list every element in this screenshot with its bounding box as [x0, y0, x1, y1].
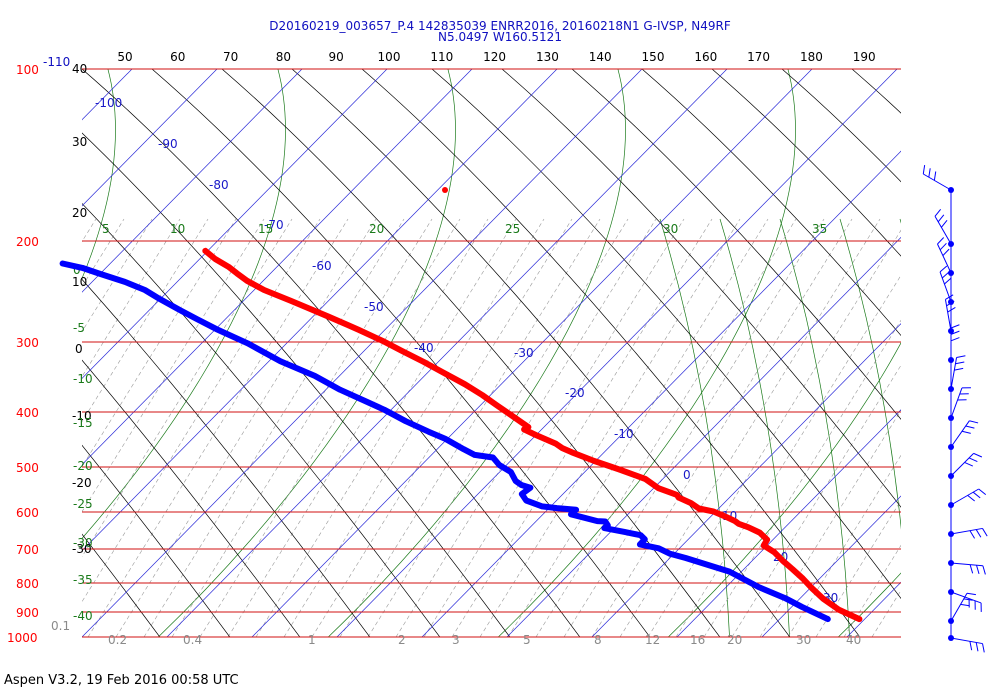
pressure-tick-label: 900: [16, 606, 39, 620]
wind-barb-staff: [950, 593, 968, 622]
theta-label: -5: [73, 321, 85, 335]
wind-barb-staff: [950, 637, 983, 645]
chart-title-line1: D20160219_003657_P.4 142835039 ENRR2016,…: [269, 19, 731, 33]
top-axis-tick-label: 70: [223, 50, 238, 64]
wind-barb-staff: [950, 453, 974, 477]
height-label: 0: [75, 342, 83, 356]
grid-lines: [82, 69, 901, 637]
theta-label: -15: [73, 416, 93, 430]
theta-label: -35: [73, 573, 93, 587]
pressure-tick-label: 500: [16, 461, 39, 475]
height-label: -10: [72, 409, 92, 423]
top-axis-tick-label: 80: [276, 50, 291, 64]
footer-timestamp: Aspen V3.2, 19 Feb 2016 00:58 UTC: [4, 673, 239, 688]
theta-label: -25: [73, 497, 93, 511]
mixing-ratio-label: 0.2: [108, 633, 127, 647]
top-axis-tick-label: 60: [170, 50, 185, 64]
theta-label: -30: [73, 536, 93, 550]
mixing-ratio-label: 40: [846, 633, 861, 647]
height-label: 20: [72, 206, 87, 220]
isotherm-label: -20: [565, 386, 585, 400]
isotherm-label: -90: [158, 137, 178, 151]
theta-e-label: 20: [369, 222, 384, 236]
top-axis-tick-label: 130: [536, 50, 559, 64]
sounding-profiles: [59, 247, 863, 623]
top-axis-tick-label: 160: [694, 50, 717, 64]
theta-label: -40: [73, 609, 93, 623]
top-axis-tick-label: 90: [329, 50, 344, 64]
mixing-ratio-label: 2: [398, 633, 406, 647]
wind-barb-staff: [944, 299, 952, 332]
top-axis-tick-label: 170: [747, 50, 770, 64]
height-label: -30: [72, 542, 92, 556]
wind-barb-staff: [950, 562, 983, 567]
pressure-tick-label: 300: [16, 336, 39, 350]
mixing-ratio-label: 3: [452, 633, 460, 647]
mixing-ratio-label: 0.1: [51, 619, 70, 633]
theta-e-label: 30: [663, 222, 678, 236]
pressure-tick-label: 1000: [7, 631, 38, 645]
theta-label: 0: [73, 263, 81, 277]
pressure-tick-label: 100: [16, 63, 39, 77]
top-axis-tick-label: 100: [378, 50, 401, 64]
isotherm-label: -60: [312, 259, 332, 273]
wind-barb-staff: [950, 420, 970, 448]
wind-barb-staff: [923, 173, 952, 191]
wind-barb-staff: [950, 387, 963, 419]
top-axis-tick-label: 180: [800, 50, 823, 64]
height-label: -20: [72, 476, 92, 490]
isotherm-label: -100: [95, 96, 122, 110]
height-label: 10: [72, 275, 87, 289]
mixing-ratio-label: 5: [523, 633, 531, 647]
pressure-tick-label: 600: [16, 506, 39, 520]
isotherm-label: -50: [364, 300, 384, 314]
isotherm-label: 0: [683, 468, 691, 482]
theta-e-label: 10: [170, 222, 185, 236]
theta-e-label: 35: [812, 222, 827, 236]
chart-title-line2: N5.0497 W160.5121: [438, 30, 562, 44]
isotherm-label: -30: [514, 346, 534, 360]
wind-barb-staff: [937, 243, 952, 274]
isotherm-label: -10: [614, 427, 634, 441]
wind-barb-staff: [950, 357, 958, 390]
pressure-tick-label: 700: [16, 543, 39, 557]
pressure-tick-label: 800: [16, 577, 39, 591]
isotherm-label: -80: [209, 178, 229, 192]
pressure-tick-label: 200: [16, 235, 39, 249]
wind-barb-staff: [934, 216, 952, 245]
temperature-profile-line: [202, 247, 863, 623]
theta-e-label: 15: [258, 222, 273, 236]
pressure-tick-label: 400: [16, 406, 39, 420]
isotherm-label: -40: [414, 341, 434, 355]
top-axis-tick-label: 150: [642, 50, 665, 64]
mixing-ratio-label: 16: [690, 633, 705, 647]
isotherm-label: -70: [264, 218, 284, 232]
theta-label: -20: [73, 459, 93, 473]
top-axis-tick-label: 50: [117, 50, 132, 64]
theta-label: -10: [73, 372, 93, 386]
height-label: 30: [72, 135, 87, 149]
mixing-ratio-label: 20: [727, 633, 742, 647]
mixing-ratio-label: 1: [308, 633, 316, 647]
dewpoint-profile-line: [59, 260, 831, 623]
mixing-ratio-label: 12: [645, 633, 660, 647]
wind-barb-staff: [950, 591, 982, 604]
stray-temperature-dot: [442, 187, 448, 193]
wind-barb-staff: [950, 488, 979, 506]
temperature-left-label: -110: [43, 55, 70, 69]
mixing-ratio-label: 30: [796, 633, 811, 647]
wind-barbs: [922, 165, 988, 653]
theta-e-label: 5: [102, 222, 110, 236]
mixing-ratio-label: 8: [594, 633, 602, 647]
theta-e-label: 25: [505, 222, 520, 236]
top-axis-tick-label: 190: [853, 50, 876, 64]
wind-barb-staff: [950, 527, 983, 535]
top-axis-tick-label: 140: [589, 50, 612, 64]
top-axis-tick-label: 120: [483, 50, 506, 64]
mixing-ratio-label: 0.4: [183, 633, 202, 647]
height-label: 40: [72, 62, 87, 76]
top-axis-tick-label: 110: [430, 50, 453, 64]
